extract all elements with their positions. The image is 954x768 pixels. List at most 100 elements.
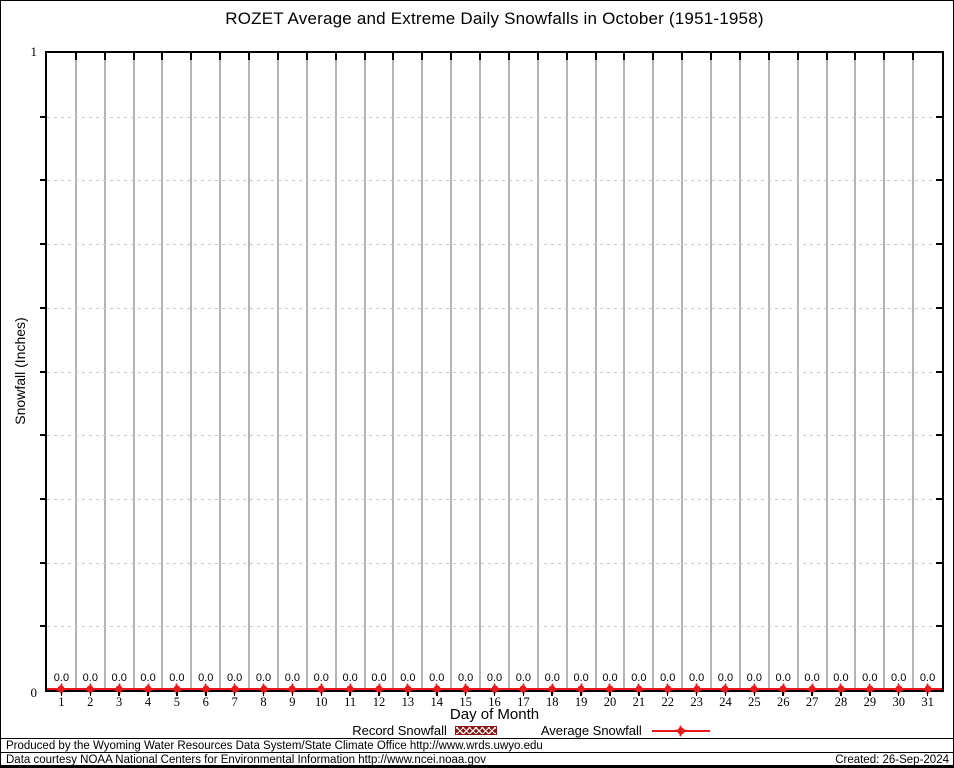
top-axis-tick [161,53,164,60]
x-axis-tick [609,692,611,696]
x-axis-tick [349,692,351,696]
day-tick-label: 21 [632,695,646,709]
day-tick-label: 17 [517,695,530,709]
average-snowfall-marker [835,683,847,695]
x-axis-tick [320,692,323,696]
day-tick-label: 3 [116,695,123,709]
record-value-label: 0.0 [602,672,618,684]
y-axis-tick-left [40,179,47,182]
record-value-label: 0.0 [53,672,70,684]
y-tick-label-bottom: 0 [30,685,38,700]
record-value-label: 0.0 [486,672,503,684]
y-axis-tick-left [40,434,47,437]
x-axis-tick [782,692,784,696]
horizontal-gridline [47,244,942,246]
horizontal-gridline [47,307,942,309]
legend-average-label: Average Snowfall [540,723,642,738]
y-axis-tick-left [40,497,47,500]
average-snowfall-marker [373,683,385,695]
x-axis-tick [897,692,900,696]
day-tick-label: 2 [87,695,94,709]
horizontal-gridline [47,562,942,564]
top-axis-tick [74,53,77,60]
record-value-label: 0.0 [111,672,127,684]
day-tick-label: 16 [488,695,501,709]
average-snowfall-marker [662,683,674,695]
top-axis-tick [854,53,857,60]
record-value-label: 0.0 [313,672,329,684]
y-axis-tick-right [936,434,942,437]
record-value-label: 0.0 [544,672,560,684]
average-snowfall-marker [113,683,125,695]
top-axis-tick [450,53,453,60]
top-axis-tick [507,53,510,60]
day-tick-label: 24 [719,695,732,709]
day-tick-label: 26 [776,695,790,709]
horizontal-gridline [47,498,942,500]
record-value-label: 0.0 [227,672,243,684]
y-axis-tick-right [936,115,942,118]
day-tick-label: 4 [144,695,152,709]
x-axis-tick [811,692,813,696]
average-snowfall-marker [748,683,760,695]
x-axis-tick [147,692,149,696]
top-axis-tick [767,53,770,60]
y-axis-tick-left [40,561,47,564]
legend-average-marker-icon [675,725,687,736]
average-snowfall-marker [777,683,789,695]
x-axis-tick [869,692,871,696]
y-axis-tick-right [936,497,942,500]
footer-produced-by-text: Produced by the Wyoming Water Resources … [6,740,543,752]
chart-title: ROZET Average and Extreme Daily Snowfall… [225,9,764,28]
horizontal-gridline [47,371,942,373]
average-snowfall-marker [171,683,183,695]
y-axis-tick-right [936,561,942,564]
record-value-label: 0.0 [660,672,676,684]
top-axis-tick [219,53,222,60]
day-tick-label: 14 [430,695,444,709]
top-axis-tick [912,53,915,60]
day-tick-label: 31 [921,695,934,709]
average-snowfall-marker [402,683,414,695]
day-tick-label: 27 [805,695,819,709]
plot-area: 0.0 0.0 0.0 0.0 0.0 0.0 0.0 0.0 0.0 0.0 0.0 0.0 0.0 0… [40,51,944,695]
record-value-label: 0.0 [631,672,647,684]
record-value-label: 0.0 [198,672,214,684]
record-value-label: 0.0 [833,672,849,684]
top-axis-tick [594,53,597,60]
top-axis-tick [710,53,713,60]
average-snowfall-marker [489,683,500,695]
average-snowfall-marker [229,683,241,695]
record-value-label: 0.0 [429,672,445,684]
day-tick-label: 20 [603,695,617,709]
day-tick-label: 15 [459,695,472,709]
x-axis-tick [724,692,727,696]
top-axis-tick [796,53,799,60]
legend-record-swatch-icon [454,726,497,735]
footer-separator-bottom [1,752,953,753]
top-axis-tick [536,53,539,60]
x-axis-tick [262,692,265,696]
day-tick-label: 19 [574,695,588,709]
y-axis-tick-left [40,243,47,246]
average-snowfall-marker [517,683,529,695]
top-axis-tick [305,53,308,60]
day-tick-label: 23 [690,695,703,709]
x-axis-tick [580,692,582,696]
x-axis-tick [638,692,640,696]
average-snowfall-marker [719,683,731,695]
y-axis-tick-right [936,306,942,309]
day-tick-label: 30 [892,695,905,709]
x-axis-title: Day of Month [449,706,540,723]
footer-created-date: Created: 26-Sep-2024 [835,754,949,766]
top-axis-tick [103,53,106,60]
day-tick-label: 25 [748,695,761,709]
x-axis-tick [464,692,467,696]
footer-separator-top [1,738,953,739]
horizontal-gridline [47,626,942,628]
x-axis-tick [205,692,207,696]
record-value-label: 0.0 [775,672,791,684]
top-axis-tick [623,53,626,60]
top-axis-tick [681,53,684,60]
y-axis-tick-right [936,179,942,182]
